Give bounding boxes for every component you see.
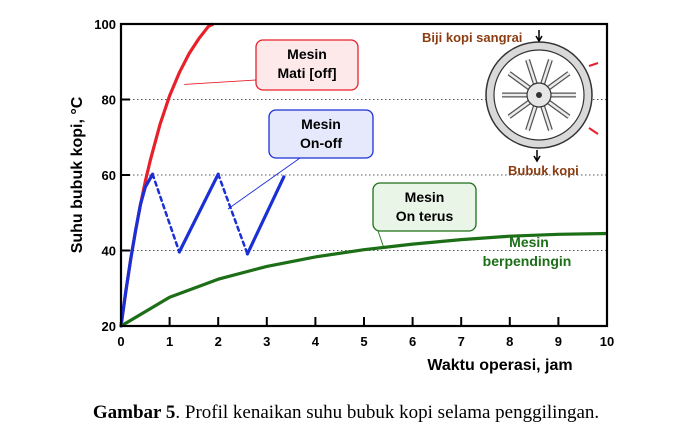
series-onoff-segment-4 [216, 172, 249, 256]
annotation-layer: Mesin Mati [off] Mesin On-off Mesin On terus M… [184, 39, 572, 269]
x-tick-label-2: 2 [215, 334, 222, 349]
grinder-blade-hl-9 [541, 59, 552, 84]
x-tick-label-3: 3 [263, 334, 270, 349]
x-tick-label-1: 1 [166, 334, 173, 349]
series-terus-line [120, 231, 608, 328]
grinder-inset-illustration: Biji kopi sangrai Bubuk kopi [422, 30, 599, 178]
series-onoff-segment-5 [245, 175, 286, 256]
inset-marker-2 [588, 127, 599, 135]
x-tick-label-8: 8 [506, 334, 513, 349]
grinder-axle [536, 92, 542, 98]
grinder-blade-hl-7 [508, 72, 531, 89]
series-onoff-segment-1 [119, 172, 155, 328]
annotation-mati-text-2: Mati [off] [277, 65, 336, 81]
figure-caption: Gambar 5. Profil kenaikan suhu bubuk kop… [0, 402, 692, 424]
annotation-mati-box [255, 39, 359, 91]
x-tick-label-0: 0 [117, 334, 124, 349]
y-axis-label: Suhu bubuk kopi, °C [69, 96, 86, 253]
inset-output-arrow [533, 150, 541, 163]
tick-layer: 0 1 2 3 4 5 6 7 8 9 10 20 40 60 80 100 [94, 17, 614, 349]
series-layer [119, 22, 608, 328]
series-onoff-segment-2 [151, 172, 181, 254]
y-tick-label-20: 20 [102, 319, 116, 334]
x-tick-label-9: 9 [555, 334, 562, 349]
caption-label: Gambar 5 [92, 402, 176, 423]
grinder-blade-hl-3 [541, 106, 552, 131]
inset-label-top: Biji kopi sangrai [422, 30, 522, 45]
grinder-blade-hl-5 [508, 101, 531, 118]
annotation-onoff-text-2: On-off [300, 135, 342, 151]
annotation-mati-connector [184, 79, 257, 85]
annotation-onoff-connector [227, 157, 301, 210]
annotation-onoff-text-1: Mesin [301, 116, 341, 132]
series-mati-line [119, 22, 214, 327]
x-tick-label-4: 4 [312, 334, 320, 349]
x-tick-label-6: 6 [409, 334, 416, 349]
annotation-pendingin-text-1: Mesin [509, 234, 549, 250]
inset-input-arrow [535, 30, 543, 43]
grinder-blade-hl-8 [526, 59, 537, 84]
grinder-blade-hl-10 [547, 72, 570, 89]
inset-label-bottom: Bubuk kopi [508, 163, 579, 178]
caption-text: . Profil kenaikan suhu bubuk kopi selama… [175, 402, 600, 423]
x-tick-label-7: 7 [458, 334, 465, 349]
grinder-blade-hl-2 [547, 101, 570, 118]
x-tick-label-5: 5 [360, 334, 367, 349]
inset-marker-1 [588, 62, 599, 67]
annotation-mati-text-1: Mesin [287, 46, 327, 62]
annotation-onoff-box [268, 109, 374, 159]
grinder-blade-hl-4 [526, 106, 537, 131]
annotation-terus-text-1: Mesin [405, 189, 445, 205]
annotation-terus-text-2: On terus [396, 208, 454, 224]
x-axis-label: Waktu operasi, jam [427, 357, 572, 374]
annotation-terus-box [372, 182, 477, 232]
y-tick-label-60: 60 [102, 168, 116, 183]
series-onoff-segment-3 [177, 172, 220, 254]
y-tick-label-80: 80 [102, 93, 116, 108]
y-tick-label-100: 100 [94, 17, 116, 32]
annotation-pendingin-text-2: berpendingin [483, 253, 572, 269]
y-tick-label-40: 40 [102, 244, 116, 259]
x-tick-label-10: 10 [600, 334, 614, 349]
